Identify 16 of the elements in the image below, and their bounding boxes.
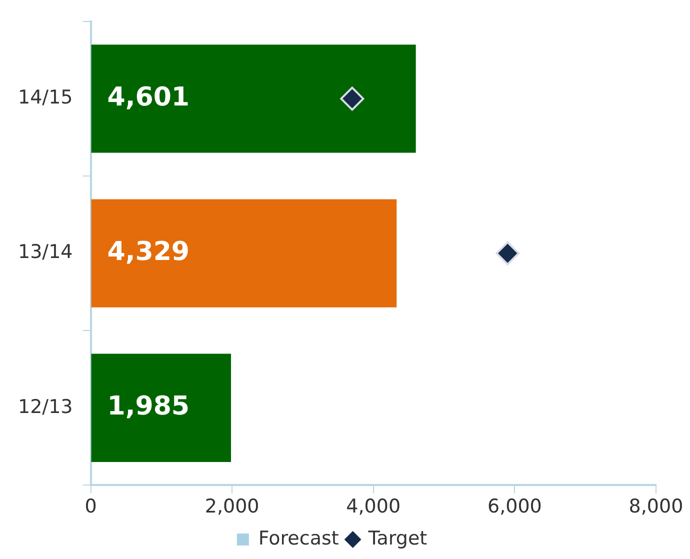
- data-label: 4,601: [107, 82, 190, 112]
- legend-label: Forecast: [258, 527, 339, 550]
- legend-label: Target: [367, 527, 428, 550]
- y-tick-label: 13/14: [18, 241, 73, 264]
- x-tick-label: 4,000: [346, 496, 401, 518]
- data-label: 4,329: [107, 237, 190, 268]
- bar: [91, 44, 416, 153]
- y-tick-label: 14/15: [18, 86, 73, 109]
- x-tick-label: 0: [84, 496, 97, 518]
- x-tick-label: 2,000: [204, 496, 260, 518]
- bar: [91, 199, 397, 308]
- bar: [91, 354, 232, 462]
- x-tick-label: 6,000: [487, 496, 542, 518]
- y-tick-label: 12/13: [18, 396, 73, 418]
- data-label: 1,985: [107, 392, 190, 422]
- x-tick-label: 8,000: [628, 496, 684, 518]
